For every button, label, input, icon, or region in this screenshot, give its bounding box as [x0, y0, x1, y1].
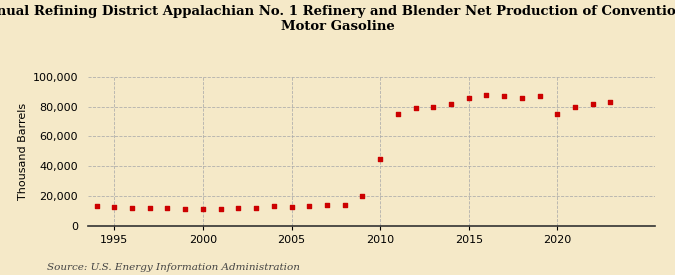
Point	[215, 207, 226, 211]
Point	[269, 204, 279, 208]
Point	[198, 207, 209, 212]
Point	[180, 207, 190, 211]
Point	[127, 205, 138, 210]
Point	[481, 93, 492, 97]
Point	[91, 204, 102, 208]
Point	[587, 101, 598, 106]
Point	[392, 112, 403, 116]
Y-axis label: Thousand Barrels: Thousand Barrels	[18, 103, 28, 200]
Point	[304, 204, 315, 208]
Point	[605, 100, 616, 104]
Point	[410, 106, 421, 110]
Point	[340, 203, 350, 208]
Point	[233, 205, 244, 210]
Point	[109, 205, 119, 209]
Point	[144, 205, 155, 210]
Point	[321, 202, 332, 207]
Point	[463, 96, 474, 100]
Point	[552, 112, 563, 116]
Text: Source: U.S. Energy Information Administration: Source: U.S. Energy Information Administ…	[47, 263, 300, 272]
Point	[570, 104, 580, 109]
Point	[357, 194, 368, 198]
Point	[534, 94, 545, 98]
Point	[499, 94, 510, 98]
Point	[516, 96, 527, 100]
Point	[446, 101, 456, 106]
Point	[286, 205, 297, 209]
Point	[428, 104, 439, 109]
Point	[162, 206, 173, 211]
Text: Annual Refining District Appalachian No. 1 Refinery and Blender Net Production o: Annual Refining District Appalachian No.…	[0, 6, 675, 34]
Point	[375, 156, 385, 161]
Point	[250, 206, 261, 211]
